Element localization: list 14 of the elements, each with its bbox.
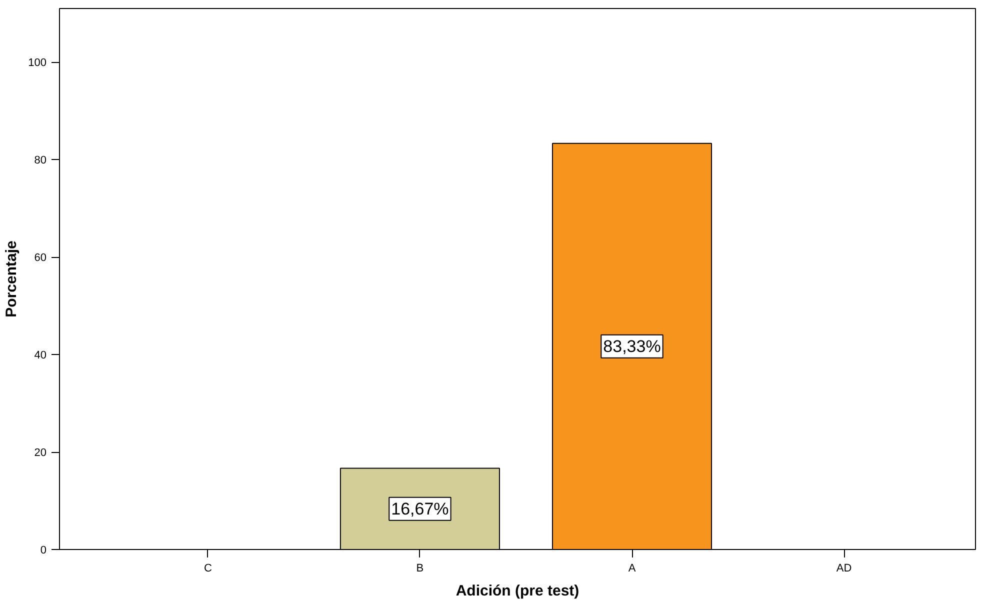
x-tick-label: B	[416, 562, 424, 574]
y-tick-label: 0	[40, 544, 47, 556]
data-label: 16,67%	[391, 499, 449, 518]
x-tick-label: AD	[836, 562, 852, 574]
x-axis-title: Adición (pre test)	[456, 582, 580, 600]
y-axis-title: Porcentaje	[3, 240, 20, 318]
x-tick-label: A	[628, 562, 636, 574]
y-tick-label: 40	[34, 350, 47, 362]
x-tick-label: C	[204, 562, 212, 574]
y-tick-label: 60	[34, 252, 47, 264]
y-tick-label: 20	[34, 447, 47, 460]
y-tick-label: 100	[28, 57, 47, 70]
y-tick-label: 80	[34, 154, 47, 167]
data-label: 83,33%	[603, 336, 661, 356]
